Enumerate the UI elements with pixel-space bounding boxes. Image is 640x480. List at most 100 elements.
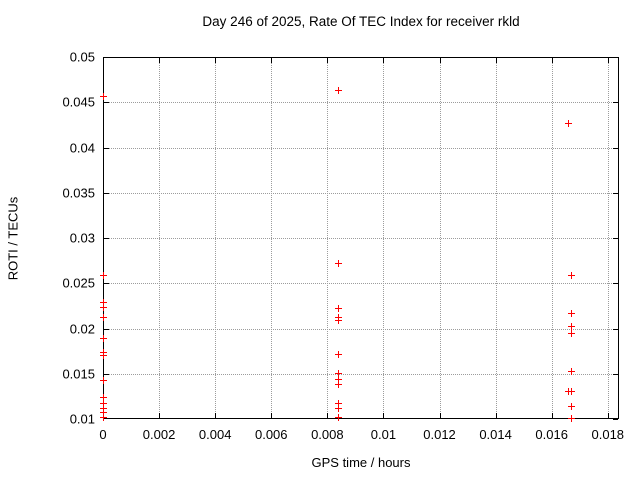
x-tick-mark [271,58,273,63]
y-tick-label: 0.025 [62,275,95,291]
gridline-horizontal [104,102,618,104]
data-point-marker [99,404,107,412]
data-point-marker [567,323,575,331]
gridline-vertical [327,58,329,418]
x-tick-mark [327,413,329,418]
y-tick-mark [104,283,109,285]
x-tick-mark [439,58,441,63]
y-tick-mark [104,238,109,239]
y-tick-mark [613,328,618,330]
x-tick-mark [607,413,609,418]
gridline-vertical [215,58,217,418]
x-tick-label: 0.01 [370,427,397,442]
x-tick-label: 0.016 [535,427,568,442]
data-point-marker [567,309,575,317]
gridline-vertical [383,58,385,418]
y-tick-label: 0.03 [69,230,95,246]
y-tick-mark [104,373,109,375]
data-point-marker [99,393,107,401]
data-point-marker [335,404,343,412]
y-tick-label: 0.02 [69,321,95,336]
x-tick-mark [495,413,497,418]
y-tick-mark [613,102,618,104]
data-point-marker [99,400,107,408]
y-tick-mark [104,328,109,330]
data-point-marker [567,402,575,410]
gridline-vertical [607,58,609,418]
data-point-marker [567,330,575,338]
x-tick-mark [159,58,161,63]
gridline-vertical [439,58,441,418]
gridline-horizontal [104,192,618,194]
gridline-vertical [495,58,497,418]
y-tick-mark [613,192,618,194]
x-tick-mark [215,413,217,418]
data-point-marker [99,304,107,312]
y-tick-mark [613,419,618,420]
x-tick-label: 0.014 [479,427,512,442]
x-tick-label: 0.008 [311,427,344,442]
data-point-marker [565,119,573,127]
y-tick-label: 0.01 [69,411,95,427]
data-point-marker [335,86,343,94]
y-tick-label: 0.035 [62,185,95,201]
data-point-marker [99,271,107,279]
x-tick-mark [551,413,553,418]
data-point-marker [335,381,343,389]
gridline-horizontal [104,328,618,330]
x-axis-label: GPS time / hours [311,455,411,470]
x-tick-mark [383,58,385,63]
y-tick-mark [613,238,618,239]
y-axis-label: ROTI / TECUs [5,196,21,281]
x-tick-mark [383,413,385,418]
data-point-marker [335,413,343,421]
data-point-marker [335,259,343,267]
chart-title: Day 246 of 2025, Rate Of TEC Index for r… [202,14,520,29]
y-tick-label: 0.015 [62,366,95,382]
data-point-marker [99,334,107,342]
x-tick-mark [551,58,553,63]
data-point-marker [99,314,107,322]
x-tick-label: 0.004 [198,427,232,442]
y-tick-mark [613,373,618,375]
x-tick-label: 0.006 [254,427,288,442]
x-tick-mark [495,58,497,63]
data-point-marker [99,409,107,417]
x-tick-label: 0.012 [423,427,456,442]
gridline-horizontal [104,238,618,239]
data-point-marker [335,316,343,324]
gridline-vertical [271,58,273,418]
data-point-marker [567,388,575,396]
data-point-marker [99,93,107,101]
data-point-marker [335,375,343,383]
data-point-marker [99,376,107,384]
y-tick-mark [613,147,618,149]
x-tick-mark [439,413,441,418]
data-point-marker [99,298,107,306]
data-point-marker [567,271,575,279]
gridline-horizontal [104,373,618,375]
y-tick-mark [613,283,618,285]
y-tick-label: 0.05 [69,49,95,65]
y-tick-mark [104,147,109,149]
gridline-vertical [551,58,553,418]
data-point-marker [335,400,343,408]
data-point-marker [567,414,575,422]
gridline-horizontal [104,147,618,149]
data-point-marker [99,352,107,360]
x-tick-label: 0.002 [142,427,176,442]
gridline-vertical [159,58,161,418]
x-tick-mark [159,413,161,418]
data-point-marker [99,413,107,421]
data-point-marker [335,370,343,378]
x-tick-label: 0 [99,427,107,442]
x-tick-mark [607,58,609,63]
x-tick-mark [327,58,329,63]
data-point-marker [567,367,575,375]
y-tick-mark [104,192,109,194]
data-point-marker [335,305,343,313]
plot-area [103,57,619,420]
y-tick-mark [104,102,109,104]
y-tick-mark [104,57,109,58]
